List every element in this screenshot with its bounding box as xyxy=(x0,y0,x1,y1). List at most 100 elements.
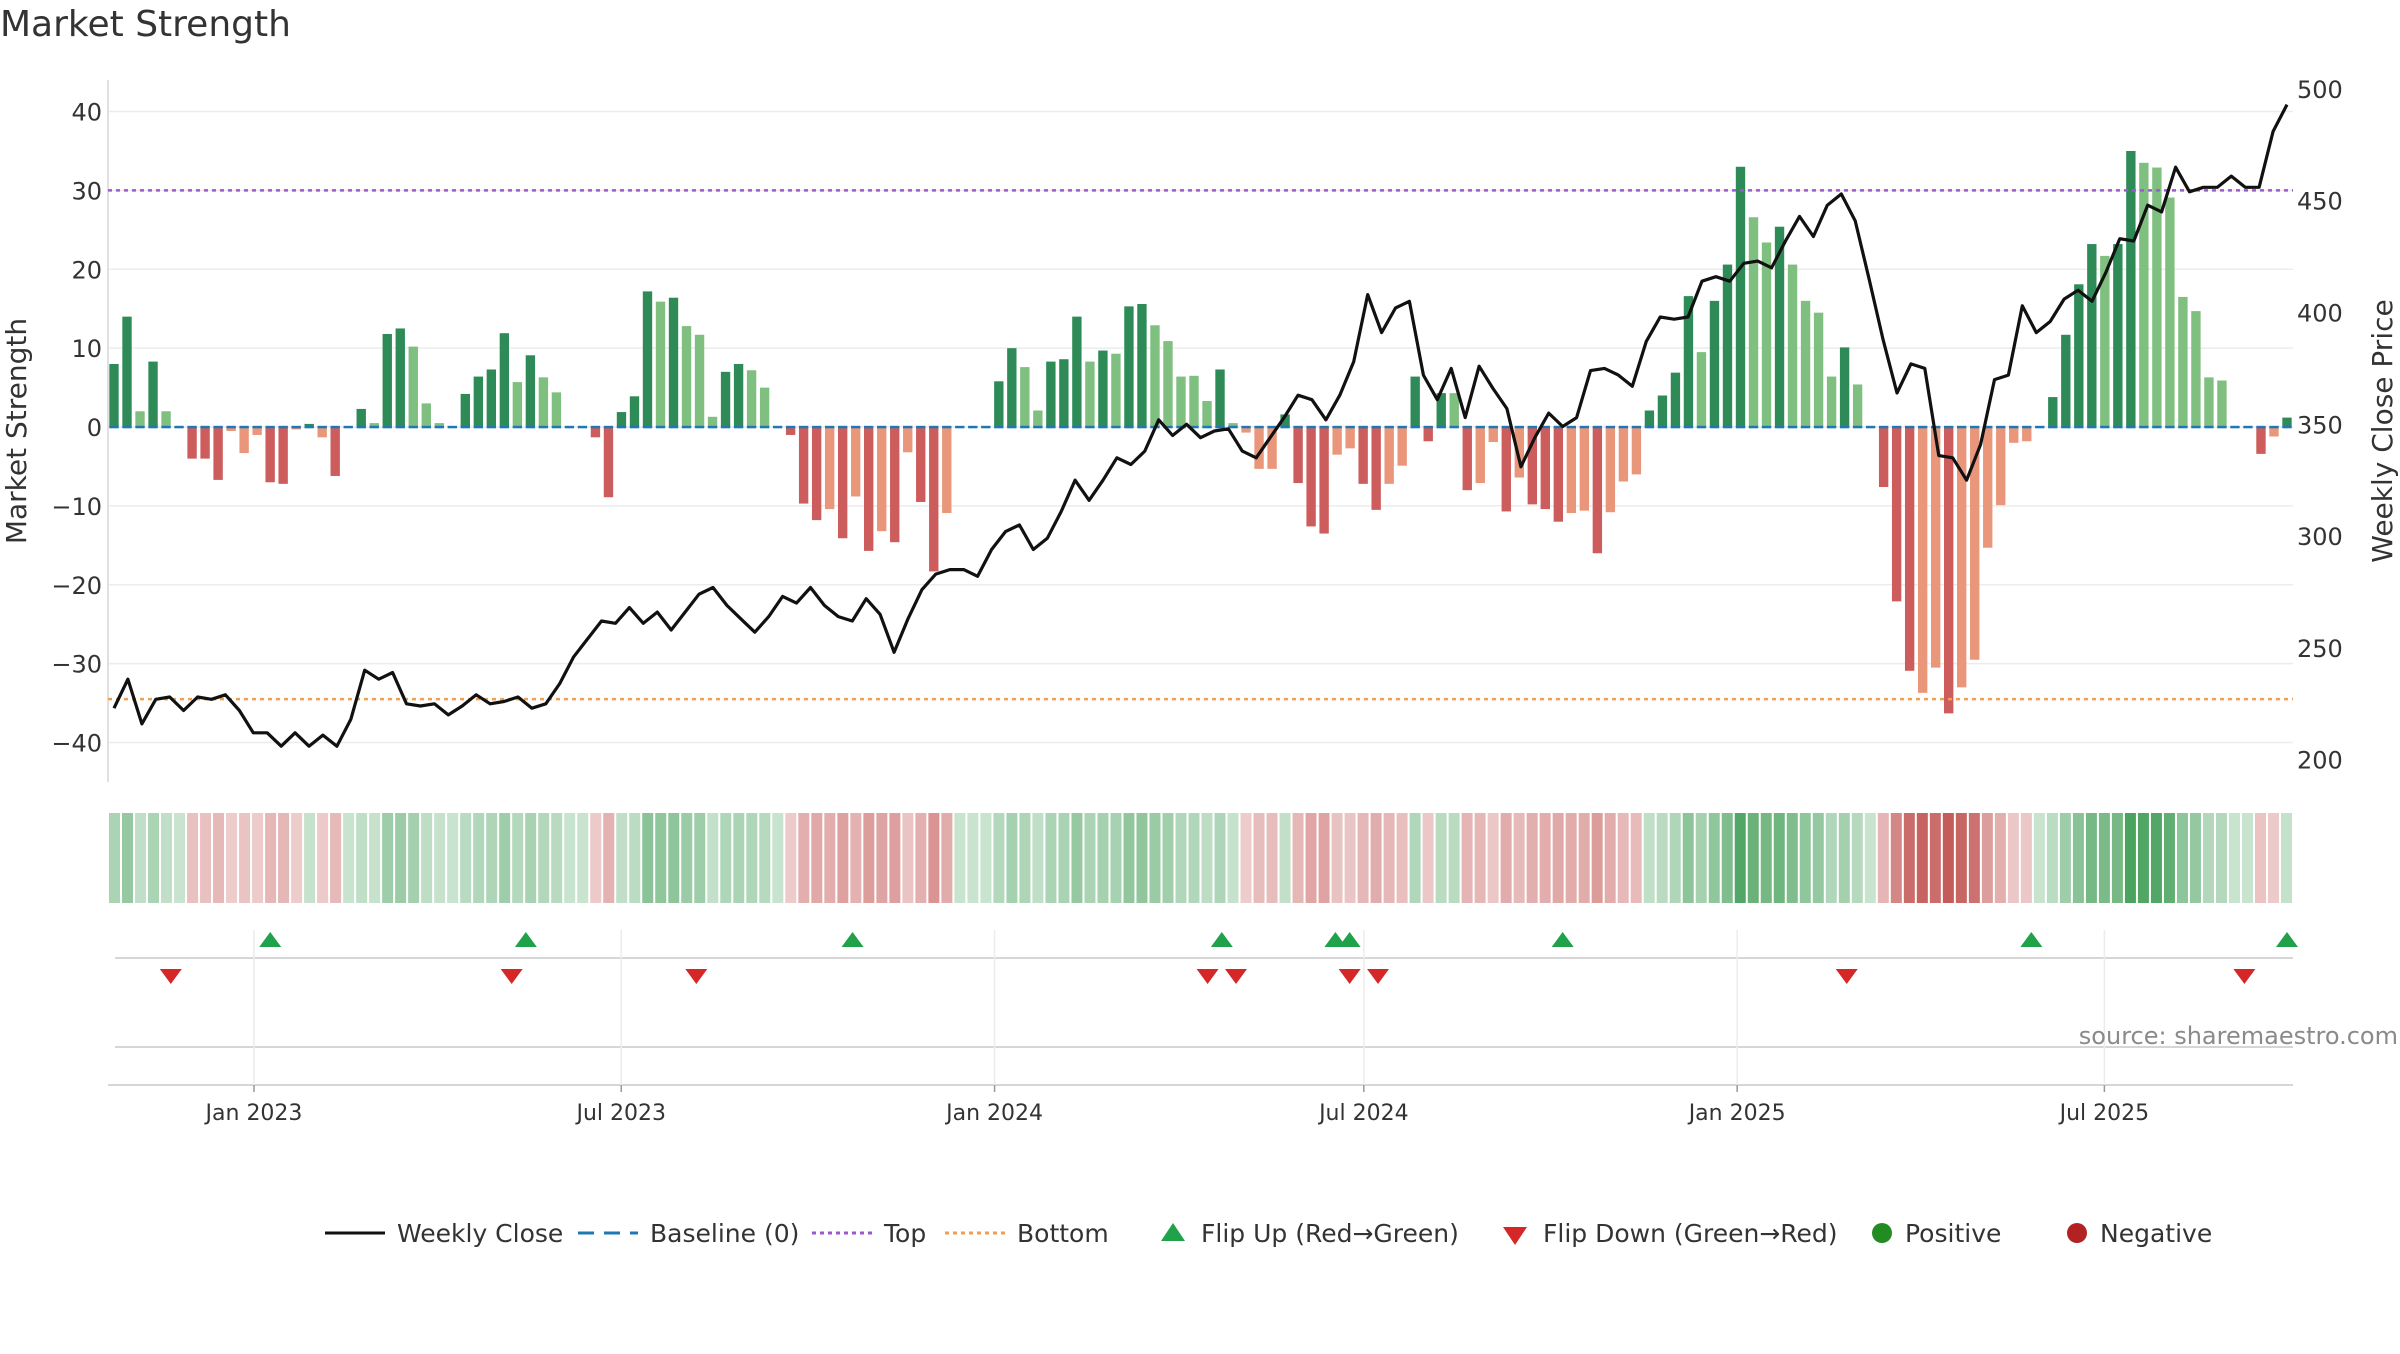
heat-cell xyxy=(1799,813,1811,903)
heat-cell xyxy=(1565,813,1577,903)
y-left-tick-label: −20 xyxy=(51,572,102,600)
strength-bar xyxy=(369,423,379,428)
heat-cell xyxy=(2072,813,2084,903)
heat-cell xyxy=(252,813,264,903)
heat-cell xyxy=(1396,813,1408,903)
flip-up-marker xyxy=(1210,932,1233,947)
flip-markers-panel xyxy=(115,932,2298,1048)
heat-cell xyxy=(109,813,121,903)
heat-cell xyxy=(1435,813,1447,903)
strength-bar xyxy=(837,427,848,539)
heat-cell xyxy=(304,813,316,903)
heat-cell xyxy=(1227,813,1239,903)
chart-title: Market Strength xyxy=(0,4,291,45)
heat-cell xyxy=(1162,813,1174,903)
heat-cell xyxy=(187,813,199,903)
strength-bar xyxy=(2061,334,2071,428)
strength-bar xyxy=(759,387,770,428)
heat-cell xyxy=(590,813,602,903)
x-axis: Jan 2023 Jul 2023 Jan 2024 Jul 2024 Jan 2025… xyxy=(108,930,2293,1126)
heat-cell xyxy=(1032,813,1044,903)
heat-cell xyxy=(2124,813,2136,903)
heat-cell xyxy=(1266,813,1278,903)
strength-bar xyxy=(304,423,314,428)
strength-bar xyxy=(1553,427,1564,522)
heat-cell xyxy=(1084,813,1096,903)
y-left-tick-label: −10 xyxy=(51,493,102,521)
y-right-axis-title: Weekly Close Price xyxy=(2366,299,2399,562)
heat-cell xyxy=(447,813,459,903)
y-left-tick-label: 30 xyxy=(71,177,102,205)
strength-bar xyxy=(1501,427,1511,512)
heat-cell xyxy=(954,813,966,903)
strength-bar xyxy=(2256,427,2266,454)
strength-bar xyxy=(2113,244,2123,428)
strength-bar xyxy=(1449,393,1459,428)
heat-cell xyxy=(707,813,719,903)
strength-bar xyxy=(616,412,627,428)
strength-bar xyxy=(2152,167,2162,428)
strength-bar xyxy=(1540,427,1551,510)
heat-cell xyxy=(1422,813,1434,903)
heat-cell xyxy=(902,813,914,903)
heat-cell xyxy=(1682,813,1694,903)
strength-bar xyxy=(1579,427,1590,511)
heat-cell xyxy=(1357,813,1369,903)
flip-up-marker xyxy=(1551,932,1574,947)
heat-cell xyxy=(2033,813,2045,903)
legend-label: Flip Up (Red→Green) xyxy=(1201,1219,1459,1248)
heat-cell xyxy=(1214,813,1226,903)
strength-bar xyxy=(1007,348,1017,428)
heat-cell xyxy=(928,813,940,903)
heat-cell xyxy=(1123,813,1135,903)
heat-cell xyxy=(629,813,641,903)
y-left-tick-label: −30 xyxy=(51,651,102,679)
strength-bar xyxy=(1059,359,1069,428)
heat-cell xyxy=(2020,813,2032,903)
heat-cell xyxy=(1903,813,1915,903)
heat-cell xyxy=(1097,813,1109,903)
heat-cell xyxy=(356,813,368,903)
flip-up-marker xyxy=(2276,932,2298,947)
strength-bar xyxy=(1397,427,1407,466)
heat-cell xyxy=(759,813,771,903)
heat-cell xyxy=(1045,813,1057,903)
y-left-tick-label: 20 xyxy=(71,256,102,284)
heat-cell xyxy=(1656,813,1668,903)
strength-bar xyxy=(109,363,119,428)
heat-cell xyxy=(434,813,446,903)
heat-cell xyxy=(1968,813,1980,903)
heat-cell xyxy=(278,813,290,903)
heat-cell xyxy=(2215,813,2227,903)
strength-bar xyxy=(1306,427,1316,527)
strength-bar xyxy=(122,316,132,428)
heat-cell xyxy=(1006,813,1018,903)
strength-bar xyxy=(1605,427,1616,513)
strength-bar xyxy=(1475,427,1485,484)
heat-cell xyxy=(798,813,810,903)
strength-bar xyxy=(1332,427,1342,455)
strength-bar xyxy=(1774,226,1785,428)
strength-bar xyxy=(434,423,444,428)
heat-cell xyxy=(1942,813,1954,903)
heat-cell xyxy=(993,813,1005,903)
heat-cell xyxy=(1877,813,1889,903)
strength-bar xyxy=(278,427,288,484)
strength-bar xyxy=(330,427,340,476)
strength-bar xyxy=(252,427,262,435)
y-right-tick-label: 450 xyxy=(2297,188,2343,216)
strength-bar xyxy=(1722,264,1733,428)
strength-bar xyxy=(1150,325,1160,428)
strength-bar xyxy=(1189,375,1199,428)
heat-cell xyxy=(915,813,927,903)
heat-cell xyxy=(473,813,485,903)
heat-cell xyxy=(1318,813,1330,903)
heat-cell xyxy=(772,813,784,903)
strength-bar xyxy=(1163,341,1173,428)
heat-cell xyxy=(330,813,342,903)
strength-bar xyxy=(1618,427,1629,482)
heat-cell xyxy=(733,813,745,903)
strength-bar xyxy=(2165,197,2175,428)
